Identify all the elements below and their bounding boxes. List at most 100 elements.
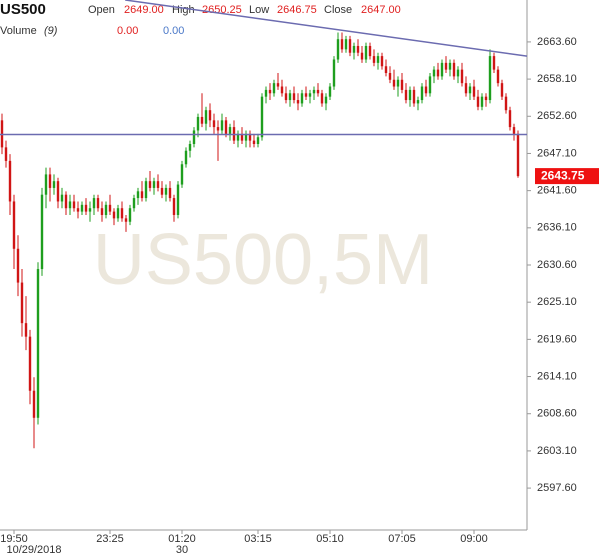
candle-body xyxy=(420,86,424,101)
volume-value: 0.00 xyxy=(117,25,138,37)
candle-body xyxy=(368,45,372,57)
candle-body xyxy=(60,194,64,202)
candle-body xyxy=(152,181,156,188)
candle-body xyxy=(92,198,96,209)
candle-body xyxy=(80,204,84,212)
last-price-box xyxy=(535,168,599,185)
candle-body xyxy=(424,86,428,94)
field-value: 2650.25 xyxy=(202,4,242,16)
candle-body xyxy=(208,110,212,121)
field-label: Open xyxy=(88,4,115,16)
candle-body xyxy=(472,86,476,97)
candle-body xyxy=(432,69,436,77)
candle-body xyxy=(132,198,136,209)
y-tick-label: 2636.10 xyxy=(537,222,577,234)
x-tick-label: 23:25 xyxy=(96,533,124,545)
x-tick-label: 03:15 xyxy=(244,533,272,545)
candle-body xyxy=(448,62,452,70)
candle-body xyxy=(388,73,392,80)
candle-body xyxy=(280,86,284,94)
field-value: 2649.00 xyxy=(124,4,164,16)
candle-body xyxy=(188,143,192,151)
candle-body xyxy=(120,208,124,219)
candle-body xyxy=(248,133,252,141)
candle-body xyxy=(372,56,376,63)
y-tick-label: 2603.10 xyxy=(537,445,577,457)
candle-body xyxy=(172,198,176,215)
candle-body xyxy=(220,120,224,131)
candle-body xyxy=(476,96,480,107)
candle-body xyxy=(40,194,44,270)
candle-body xyxy=(340,39,344,50)
field-label: Low xyxy=(249,4,269,16)
candle-body xyxy=(200,116,204,124)
candle-body xyxy=(492,56,496,70)
field-label: Close xyxy=(324,4,352,16)
candle-body xyxy=(444,62,448,70)
candle-body xyxy=(380,56,384,67)
candle-body xyxy=(48,174,52,188)
volume-value: 0.00 xyxy=(163,25,184,37)
candle-body xyxy=(96,198,100,209)
candle-body xyxy=(292,93,296,101)
candle-body xyxy=(176,184,180,215)
candle-body xyxy=(332,59,336,87)
candle-body xyxy=(88,208,92,212)
candle-body xyxy=(328,86,332,97)
field-value: 2646.75 xyxy=(277,4,317,16)
candle-body xyxy=(148,181,152,188)
candle-body xyxy=(140,191,144,199)
candle-body xyxy=(144,181,148,199)
candle-body xyxy=(500,83,504,97)
date-tick-label: 30 xyxy=(176,544,188,556)
candle-body xyxy=(168,187,172,199)
candle-body xyxy=(356,45,360,53)
candle-body xyxy=(44,174,48,195)
candle-body xyxy=(384,66,388,74)
candle-body xyxy=(308,93,312,97)
candle-body xyxy=(52,181,56,188)
candle-body xyxy=(216,127,220,131)
y-tick-label: 2647.10 xyxy=(537,147,577,159)
candle-body xyxy=(516,133,520,177)
x-tick-label: 01:20 xyxy=(168,533,196,545)
candle-body xyxy=(320,93,324,104)
symbol: US500 xyxy=(0,1,46,18)
candle-body xyxy=(464,83,468,94)
candle-body xyxy=(196,116,200,131)
candle-body xyxy=(264,89,268,97)
candle-body xyxy=(16,248,20,283)
candle-body xyxy=(468,86,472,94)
candle-body xyxy=(56,181,60,202)
candle-body xyxy=(160,187,164,195)
y-tick-label: 2641.60 xyxy=(537,185,577,197)
candle-body xyxy=(404,89,408,101)
candle-body xyxy=(236,133,240,141)
candle-body xyxy=(284,93,288,101)
candle-body xyxy=(184,150,188,165)
candle-body xyxy=(180,164,184,185)
candle-body xyxy=(360,52,364,60)
x-tick-label: 07:05 xyxy=(388,533,416,545)
candle-body xyxy=(276,83,280,87)
candle-body xyxy=(428,76,432,94)
candle-body xyxy=(364,45,368,60)
candle-body xyxy=(124,218,128,222)
candle-body xyxy=(136,191,140,199)
candle-body xyxy=(376,56,380,63)
y-tick-label: 2597.60 xyxy=(537,482,577,494)
candle-body xyxy=(36,269,40,418)
x-tick-label: 19:50 xyxy=(0,533,28,545)
candle-body xyxy=(32,390,36,418)
candle-body xyxy=(496,69,500,84)
candle-body xyxy=(112,211,116,219)
candle-body xyxy=(504,96,508,111)
candle-body xyxy=(224,120,228,134)
candle-body xyxy=(336,39,340,60)
volume-period: (9) xyxy=(44,25,58,37)
y-tick-label: 2630.60 xyxy=(537,259,577,271)
candle-body xyxy=(244,133,248,141)
candle-body xyxy=(300,93,304,104)
y-tick-label: 2608.60 xyxy=(537,408,577,420)
